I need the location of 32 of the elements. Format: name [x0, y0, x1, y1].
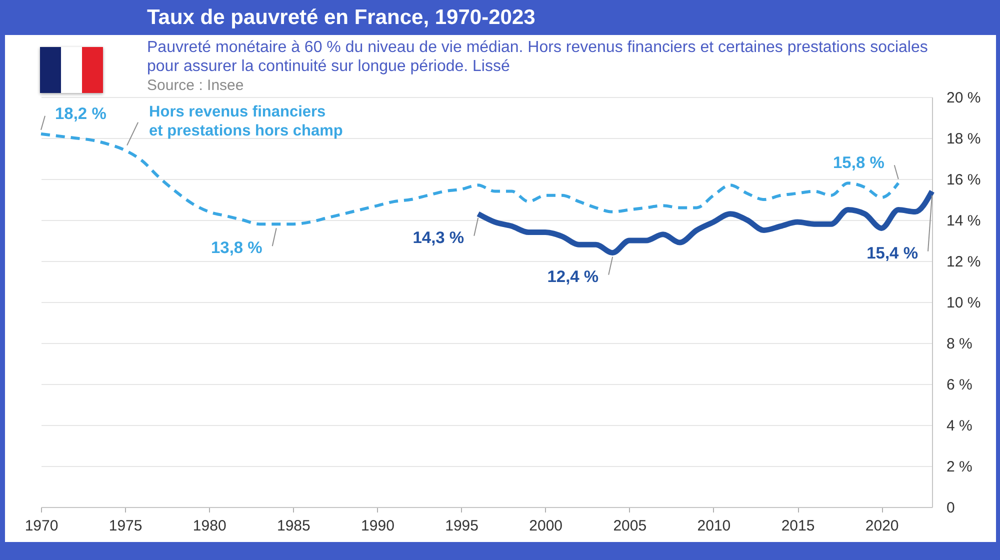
y-tick-label: 18 % [946, 130, 981, 148]
y-tick-label: 20 % [946, 90, 981, 106]
y-tick-label: 0 [946, 500, 955, 516]
data-label: 12,4 % [547, 268, 599, 286]
data-label: 15,4 % [866, 244, 918, 262]
x-tick-label: 2015 [781, 518, 815, 534]
y-tick-label: 12 % [946, 254, 981, 270]
x-tick-label: 1975 [108, 518, 142, 534]
x-tick-label: 2010 [697, 518, 731, 534]
y-tick-label: 2 % [946, 458, 972, 476]
x-tick-label: 2005 [613, 518, 647, 534]
x-tick-label: 1970 [24, 518, 58, 534]
data-label: 14,3 % [412, 228, 464, 247]
series-label: Hors revenus financiers et prestations hors champ [149, 103, 343, 140]
chart-subtitle: Pauvreté monétaire à 60 % du niveau de vie médian. Hors revenus financiers et certaines prestations sociales pour assurer la continuité sur longue période. Lissé [147, 38, 928, 76]
chart-title: Taux de pauvreté en France, 1970-2023 [147, 6, 536, 30]
data-label: 15,8 % [833, 154, 885, 172]
x-tick-label: 2000 [529, 518, 563, 534]
y-tick-label: 4 % [946, 418, 972, 434]
y-tick-label: 16 % [946, 172, 981, 188]
source-note: Source : Insee [147, 77, 244, 95]
data-label: 13,8 % [210, 239, 263, 258]
y-tick-label: 6 % [946, 376, 972, 394]
y-tick-label: 14 % [946, 212, 981, 230]
data-label: 18,2 % [55, 104, 107, 123]
x-tick-label: 1995 [445, 518, 478, 534]
x-tick-label: 1990 [361, 518, 394, 534]
x-tick-label: 1985 [276, 518, 310, 534]
y-tick-label: 8 % [946, 336, 972, 352]
y-tick-label: 10 % [946, 294, 981, 312]
x-tick-label: 1980 [192, 518, 226, 534]
x-tick-label: 2020 [865, 518, 899, 534]
